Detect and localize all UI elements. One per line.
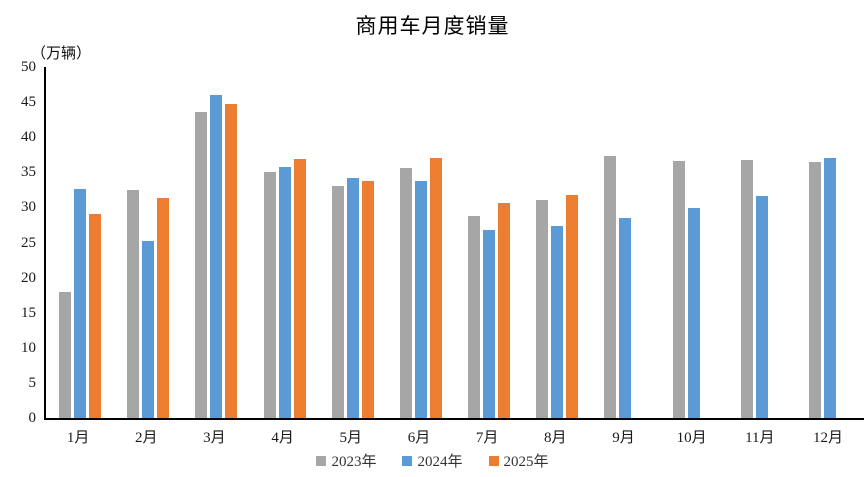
bar-2025年-3月 [225, 103, 238, 418]
bar-2023年-1月 [59, 291, 72, 418]
y-tick-label-50: 50 [21, 59, 36, 75]
y-tick-label-5: 5 [28, 374, 37, 391]
x-tick-label-5月: 5月 [339, 430, 363, 446]
bar-2024年-8月 [551, 226, 564, 418]
bar-group-6月 [387, 67, 455, 418]
bar-2023年-2月 [127, 189, 140, 418]
plot-area [44, 67, 864, 420]
bar-2023年-12月 [808, 161, 821, 418]
legend-label: 2024年 [417, 454, 463, 470]
bar-2024年-7月 [483, 229, 496, 418]
y-tick-label-20: 20 [21, 269, 36, 286]
y-tick-label-45: 45 [21, 94, 36, 111]
bar-2025年-2月 [157, 198, 170, 418]
bar-2024年-3月 [210, 95, 223, 418]
x-tick-label-1月: 1月 [66, 430, 90, 446]
bar-group-8月 [523, 67, 591, 418]
legend-item-2024年: 2024年 [402, 450, 463, 471]
bar-2025年-4月 [293, 159, 306, 418]
x-tick-label-6月: 6月 [407, 430, 431, 446]
y-tick-label-0: 0 [28, 410, 37, 426]
bar-group-11月 [728, 67, 796, 418]
bar-group-3月 [182, 67, 250, 418]
legend-item-2023年: 2023年 [316, 450, 376, 471]
y-tick-label-15: 15 [21, 304, 36, 321]
bar-2024年-6月 [414, 180, 427, 418]
y-tick-label-25: 25 [21, 234, 36, 251]
bar-2023年-8月 [536, 200, 549, 418]
x-tick-label-8月: 8月 [544, 430, 567, 446]
x-axis-labels: 1月 2月 3月 4月 5月 6月 7月 8月 9月 10月 11月 12月 [44, 426, 862, 447]
y-axis-unit-label: （万辆） [31, 46, 92, 62]
legend-swatch-icon [316, 455, 327, 466]
bar-2024年-5月 [346, 177, 359, 418]
chart-title: 商用车月度销量 [355, 14, 510, 38]
x-tick-label-11月: 11月 [745, 430, 775, 446]
legend: 2023年 2024年 2025年 [0, 450, 865, 471]
bar-2024年-11月 [755, 196, 768, 418]
legend-item-2025年: 2025年 [488, 450, 549, 471]
bar-2025年-8月 [566, 194, 579, 418]
bar-group-7月 [455, 67, 523, 418]
bar-2025年-7月 [498, 203, 511, 418]
x-tick-label-7月: 7月 [475, 430, 499, 446]
bar-2023年-4月 [263, 172, 276, 418]
x-tick-label-10月: 10月 [676, 430, 707, 446]
legend-swatch-icon [488, 455, 499, 466]
bar-2025年-5月 [361, 181, 374, 418]
bar-group-5月 [319, 67, 387, 418]
bar-group-1月 [46, 67, 114, 418]
bar-2023年-6月 [399, 168, 412, 418]
bar-2023年-5月 [331, 185, 344, 418]
bar-2023年-3月 [195, 111, 208, 418]
y-tick-label-30: 30 [21, 199, 36, 216]
x-tick-label-12月: 12月 [812, 430, 843, 446]
legend-label: 2025年 [503, 454, 549, 470]
legend-swatch-icon [402, 455, 413, 466]
bars-row [46, 67, 864, 418]
bar-2024年-4月 [278, 166, 291, 418]
bar-2024年-9月 [619, 217, 632, 418]
bar-2025年-1月 [89, 214, 102, 418]
x-tick-label-3月: 3月 [203, 430, 226, 446]
bar-2024年-2月 [142, 241, 155, 418]
x-tick-label-9月: 9月 [612, 430, 635, 446]
x-tick-label-2月: 2月 [135, 430, 158, 446]
bar-group-10月 [660, 67, 728, 418]
legend-label: 2023年 [331, 454, 377, 470]
bar-2025年-6月 [429, 158, 442, 418]
y-tick-label-10: 10 [21, 339, 36, 356]
bar-group-2月 [114, 67, 182, 418]
x-tick-label-4月: 4月 [271, 430, 294, 446]
bar-2024年-12月 [823, 157, 836, 418]
bar-2023年-10月 [672, 161, 685, 418]
bar-2024年-10月 [687, 208, 700, 418]
bar-group-9月 [591, 67, 659, 418]
bar-group-12月 [796, 67, 864, 418]
y-axis-ticks: 0 5 10 15 20 25 30 35 40 45 50 [0, 0, 44, 477]
bar-2023年-11月 [740, 160, 753, 418]
bar-2024年-1月 [74, 189, 87, 418]
y-tick-label-40: 40 [21, 129, 36, 146]
y-tick-label-35: 35 [21, 164, 36, 181]
bar-2023年-7月 [468, 215, 481, 418]
bar-group-4月 [251, 67, 319, 418]
bar-2023年-9月 [604, 156, 617, 418]
